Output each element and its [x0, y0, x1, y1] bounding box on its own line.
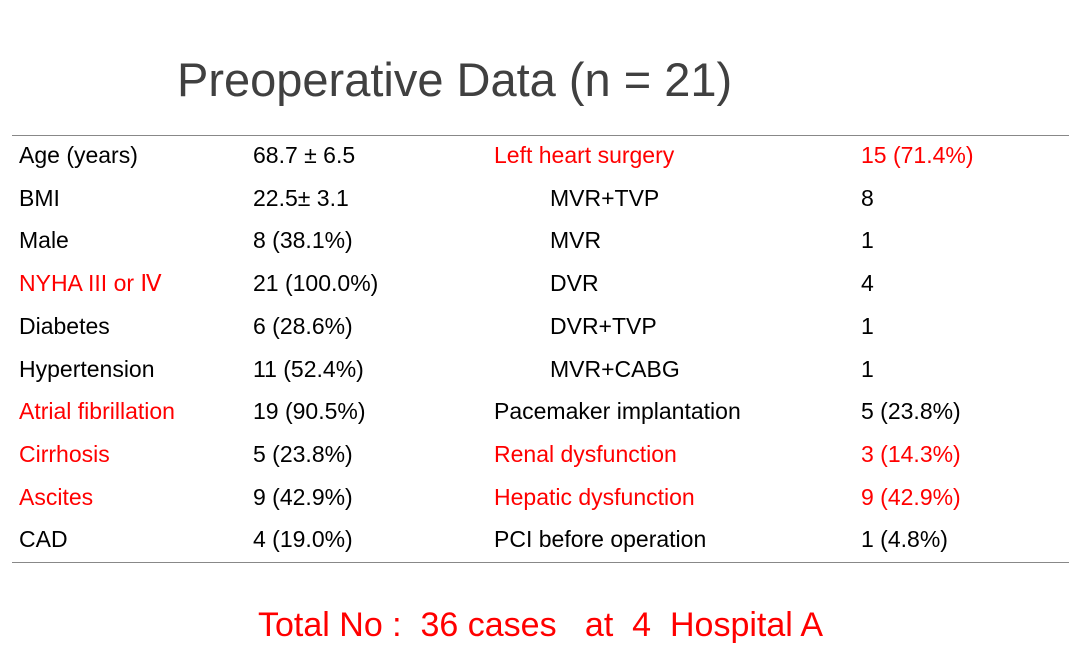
row-label: Diabetes [19, 312, 110, 339]
row-label: Hypertension [19, 355, 155, 382]
table-bottom-rule [12, 562, 1069, 563]
row-label: Atrial fibrillation [19, 398, 175, 425]
row-value: 6 (28.6%) [253, 312, 353, 339]
row-value: 8 (38.1%) [253, 227, 353, 254]
row-value: 11 (52.4%) [253, 355, 364, 382]
row-value: 9 (42.9%) [861, 483, 961, 510]
row-label: Renal dysfunction [494, 440, 677, 467]
row-label: MVR+CABG [550, 355, 680, 382]
row-label: Ascites [19, 483, 94, 510]
row-label: Male [19, 227, 69, 254]
row-label: CAD [19, 526, 68, 553]
row-value: 5 (23.8%) [253, 440, 353, 467]
row-label: BMI [19, 184, 60, 211]
footer-note: Total No : 36 cases at 4 Hospital A [258, 606, 824, 644]
row-label: DVR [550, 270, 599, 297]
page-title: Preoperative Data (n = 21) [177, 53, 733, 106]
row-value: 1 [861, 355, 874, 382]
row-label: DVR+TVP [550, 312, 657, 339]
table-top-rule [12, 135, 1069, 136]
row-value: 4 [861, 270, 874, 297]
row-label: MVR+TVP [550, 184, 660, 211]
row-value: 9 (42.9%) [253, 483, 353, 510]
row-value: 21 (100.0%) [253, 270, 379, 297]
row-value: 1 (4.8%) [861, 526, 948, 553]
row-label: NYHA III or Ⅳ [19, 270, 162, 297]
row-value: 5 (23.8%) [861, 398, 961, 425]
row-label: Age (years) [19, 142, 138, 168]
row-value: 3 (14.3%) [861, 440, 961, 467]
row-value: 22.5± 3.1 [253, 184, 349, 211]
row-value: 15 (71.4%) [861, 142, 974, 168]
row-label: Left heart surgery [494, 142, 675, 168]
row-value: 4 (19.0%) [253, 526, 353, 553]
row-label: MVR [550, 227, 602, 254]
row-label: Cirrhosis [19, 440, 110, 467]
row-value: 68.7 ± 6.5 [253, 142, 356, 168]
row-value: 19 (90.5%) [253, 398, 366, 425]
row-value: 1 [861, 227, 874, 254]
row-label: Pacemaker implantation [494, 398, 741, 425]
row-value: 8 [861, 184, 874, 211]
row-value: 1 [861, 312, 874, 339]
row-label: PCI before operation [494, 526, 707, 553]
row-label: Hepatic dysfunction [494, 483, 695, 510]
